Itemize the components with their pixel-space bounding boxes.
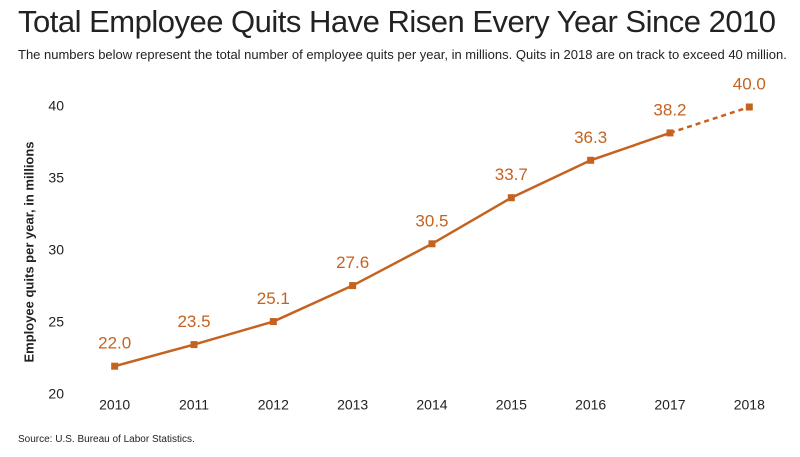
data-point [666, 129, 674, 137]
y-axis-label: Employee quits per year, in millions [21, 141, 36, 362]
data-point [269, 318, 277, 326]
x-tick-label: 2017 [654, 397, 685, 413]
data-label: 30.5 [415, 211, 448, 230]
data-label: 36.3 [574, 128, 607, 147]
x-tick-label: 2018 [734, 397, 765, 413]
y-tick-label: 30 [48, 242, 64, 258]
data-point [745, 103, 753, 111]
data-point [428, 240, 436, 248]
y-tick-label: 35 [48, 170, 64, 186]
data-label: 38.2 [653, 100, 686, 119]
chart-subtitle: The numbers below represent the total nu… [18, 47, 787, 62]
series-line [669, 105, 750, 135]
y-tick-label: 25 [48, 314, 64, 330]
chart-title: Total Employee Quits Have Risen Every Ye… [18, 4, 776, 39]
x-tick-label: 2016 [575, 397, 606, 413]
data-point [111, 362, 119, 370]
x-tick-label: 2010 [99, 397, 130, 413]
x-tick-label: 2011 [179, 397, 209, 413]
x-tick-label: 2013 [337, 397, 368, 413]
data-label: 25.1 [257, 289, 290, 308]
data-point [587, 156, 595, 164]
data-label: 27.6 [336, 253, 369, 272]
data-label: 23.5 [177, 312, 210, 331]
source-note: Source: U.S. Bureau of Labor Statistics. [18, 434, 195, 445]
x-tick-label: 2012 [258, 397, 289, 413]
data-label: 22.0 [98, 334, 131, 353]
x-tick-label: 2014 [416, 397, 447, 413]
data-label: 33.7 [495, 165, 528, 184]
series-line [114, 131, 671, 368]
data-point [349, 282, 357, 290]
y-tick-label: 40 [48, 98, 64, 114]
data-point [507, 194, 515, 202]
data-point [190, 341, 198, 349]
x-tick-label: 2015 [496, 397, 527, 413]
data-label: 40.0 [733, 74, 766, 93]
y-tick-label: 20 [48, 386, 64, 402]
